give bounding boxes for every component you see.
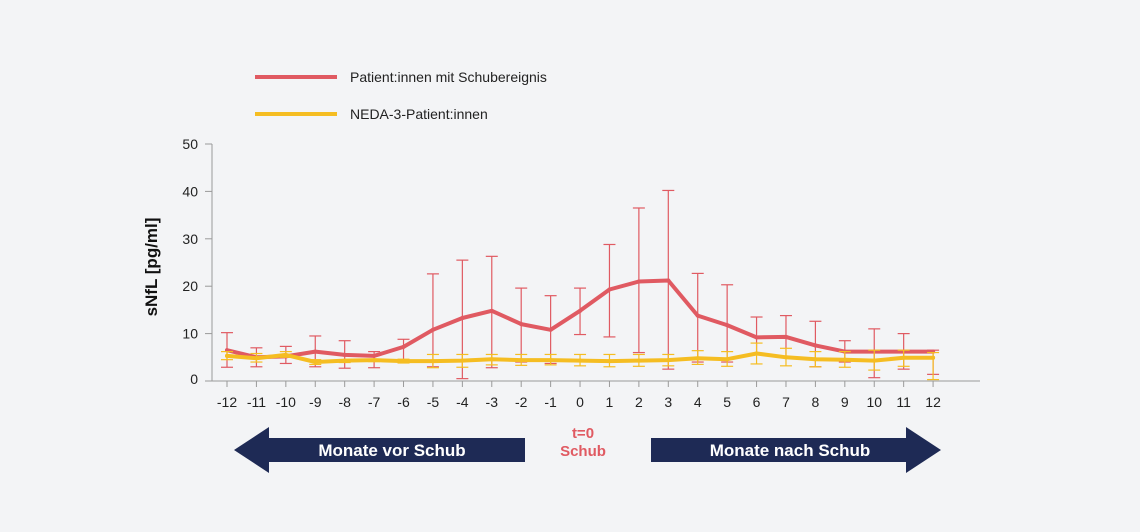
series-1 bbox=[221, 189, 940, 380]
data-point bbox=[519, 358, 524, 363]
x-tick-label: 8 bbox=[812, 394, 820, 410]
legend: Patient:innen mit Schubereignis NEDA-3-P… bbox=[255, 69, 547, 122]
x-tick-label: -9 bbox=[309, 394, 322, 410]
data-point bbox=[254, 356, 259, 361]
series-layer bbox=[221, 189, 940, 381]
data-point bbox=[666, 358, 671, 363]
y-tick-label: 40 bbox=[182, 183, 198, 199]
x-tick-label: 1 bbox=[606, 394, 614, 410]
data-point bbox=[666, 278, 671, 283]
series-2 bbox=[221, 342, 940, 381]
data-point bbox=[342, 358, 347, 363]
x-tick-label: -12 bbox=[217, 394, 237, 410]
arrow-after: Monate nach Schub bbox=[651, 427, 941, 473]
data-point bbox=[225, 353, 229, 358]
x-tick-label: 7 bbox=[782, 394, 790, 410]
x-tick-label: 2 bbox=[635, 394, 643, 410]
y-tick-label: 10 bbox=[182, 326, 198, 342]
data-point bbox=[401, 344, 406, 349]
data-point bbox=[842, 357, 847, 362]
x-tick-label: -3 bbox=[486, 394, 499, 410]
x-ticks: -12 -11 -10 -9 -8 -7 -6 -5 -4 -3 -2 -1 0 1 2 3 4 5 6 7 8 9 10 1… bbox=[217, 381, 941, 410]
x-tick-label: -10 bbox=[276, 394, 296, 410]
x-tick-label: 9 bbox=[841, 394, 849, 410]
data-point bbox=[813, 357, 818, 362]
y-tick-label: 0 bbox=[190, 371, 198, 387]
x-tick-label: -4 bbox=[456, 394, 469, 410]
data-point bbox=[813, 343, 818, 348]
x-tick-label: 4 bbox=[694, 394, 702, 410]
data-point bbox=[783, 334, 788, 339]
x-tick-label: -11 bbox=[247, 394, 266, 410]
data-point bbox=[725, 323, 730, 328]
t0-label: t=0 bbox=[572, 425, 594, 442]
data-point bbox=[460, 358, 465, 363]
data-point bbox=[313, 360, 318, 365]
data-point bbox=[283, 352, 288, 357]
data-point bbox=[372, 358, 377, 363]
data-point bbox=[636, 279, 641, 284]
legend-label-yellow: NEDA-3-Patient:innen bbox=[350, 106, 488, 122]
error-bar bbox=[426, 273, 439, 368]
t0-sublabel: Schub bbox=[560, 443, 606, 460]
x-tick-label: 10 bbox=[866, 394, 882, 410]
data-point bbox=[901, 355, 906, 360]
data-point bbox=[783, 355, 788, 360]
data-point bbox=[548, 327, 553, 332]
x-tick-label: 0 bbox=[576, 394, 584, 410]
x-tick-label: -6 bbox=[397, 394, 410, 410]
x-tick-label: -2 bbox=[515, 394, 528, 410]
axes bbox=[211, 144, 980, 382]
arrow-before-label: Monate vor Schub bbox=[318, 441, 465, 460]
x-tick-label: 12 bbox=[925, 394, 941, 410]
data-point bbox=[578, 308, 583, 313]
arrow-before: Monate vor Schub bbox=[234, 427, 525, 473]
data-point bbox=[313, 349, 318, 354]
data-point bbox=[430, 359, 435, 364]
x-tick-label: 5 bbox=[723, 394, 731, 410]
data-point bbox=[548, 358, 553, 363]
arrow-after-shape bbox=[651, 427, 941, 473]
x-tick-label: 3 bbox=[664, 394, 672, 410]
data-point bbox=[372, 353, 377, 358]
x-tick-label: -1 bbox=[544, 394, 557, 410]
data-point bbox=[872, 358, 877, 363]
data-point bbox=[636, 358, 641, 363]
data-point bbox=[401, 359, 406, 364]
y-tick-label: 50 bbox=[182, 136, 198, 152]
data-point bbox=[607, 287, 612, 292]
y-tick-label: 20 bbox=[182, 278, 198, 294]
x-tick-label: -7 bbox=[368, 394, 381, 410]
data-point bbox=[754, 335, 759, 340]
data-point bbox=[489, 308, 494, 313]
x-tick-label: -5 bbox=[427, 394, 440, 410]
data-point bbox=[754, 351, 759, 356]
x-tick-label: -8 bbox=[338, 394, 351, 410]
y-axis-label: sNfL [pg/ml] bbox=[142, 218, 161, 317]
y-ticks: 0 10 20 30 40 50 bbox=[182, 136, 212, 387]
x-tick-label: 11 bbox=[896, 394, 911, 410]
data-point bbox=[430, 327, 435, 332]
data-point bbox=[607, 359, 612, 364]
data-point bbox=[931, 355, 936, 360]
t0-marker: t=0 Schub bbox=[560, 425, 606, 460]
data-point bbox=[695, 313, 700, 318]
data-point bbox=[725, 357, 730, 362]
data-point bbox=[578, 358, 583, 363]
arrow-after-label: Monate nach Schub bbox=[710, 441, 871, 460]
arrow-before-shape bbox=[234, 427, 525, 473]
data-point bbox=[695, 356, 700, 361]
data-point bbox=[519, 322, 524, 327]
data-point bbox=[342, 352, 347, 357]
legend-label-red: Patient:innen mit Schubereignis bbox=[350, 69, 547, 85]
data-point bbox=[489, 357, 494, 362]
x-tick-label: 6 bbox=[753, 394, 761, 410]
data-point bbox=[460, 315, 465, 320]
y-tick-label: 30 bbox=[182, 231, 198, 247]
